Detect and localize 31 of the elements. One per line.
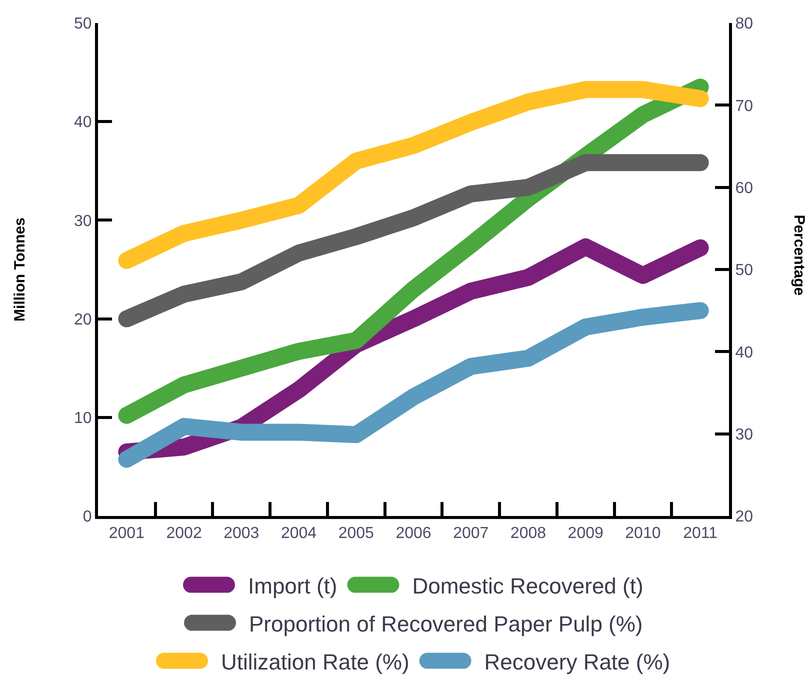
y2-tick-label: 20 [735, 508, 754, 526]
y2-tick-label: 30 [735, 426, 754, 444]
legend-label: Domestic Recovered (t) [412, 573, 644, 598]
x-tick-label: 2009 [568, 525, 604, 542]
legend-label: Import (t) [248, 573, 338, 598]
y2-tick-label: 50 [735, 262, 754, 280]
x-tick-label: 2005 [338, 525, 374, 542]
legend-label: Utilization Rate (%) [221, 649, 410, 674]
y-tick-label: 30 [74, 212, 92, 230]
y-tick-label: 0 [82, 508, 92, 526]
y2-tick-label: 80 [735, 16, 754, 33]
legend-label: Proportion of Recovered Paper Pulp (%) [249, 611, 643, 636]
y-tick-label: 50 [74, 16, 92, 33]
y2-tick-label: 70 [735, 98, 754, 115]
y-axis-title: Million Tonnes [11, 218, 28, 322]
y-tick-label: 40 [74, 114, 92, 132]
x-tick-label: 2011 [683, 525, 718, 542]
x-tick-label: 2002 [166, 525, 202, 542]
y2-tick-label: 60 [735, 180, 754, 197]
y-tick-label: 10 [74, 410, 92, 427]
x-tick-label: 2010 [625, 525, 661, 542]
x-tick-label: 2004 [280, 525, 317, 542]
x-tick-label: 2006 [396, 525, 432, 542]
y2-tick-label: 40 [735, 344, 754, 362]
legend-label: Recovery Rate (%) [484, 649, 670, 674]
x-tick-label: 2001 [108, 525, 145, 542]
x-tick-label: 2003 [224, 525, 260, 542]
x-tick-label: 2007 [453, 525, 489, 542]
y-tick-label: 20 [74, 311, 92, 328]
x-tick-label: 2008 [510, 525, 546, 542]
y2-axis-title: Percentage [790, 214, 808, 296]
